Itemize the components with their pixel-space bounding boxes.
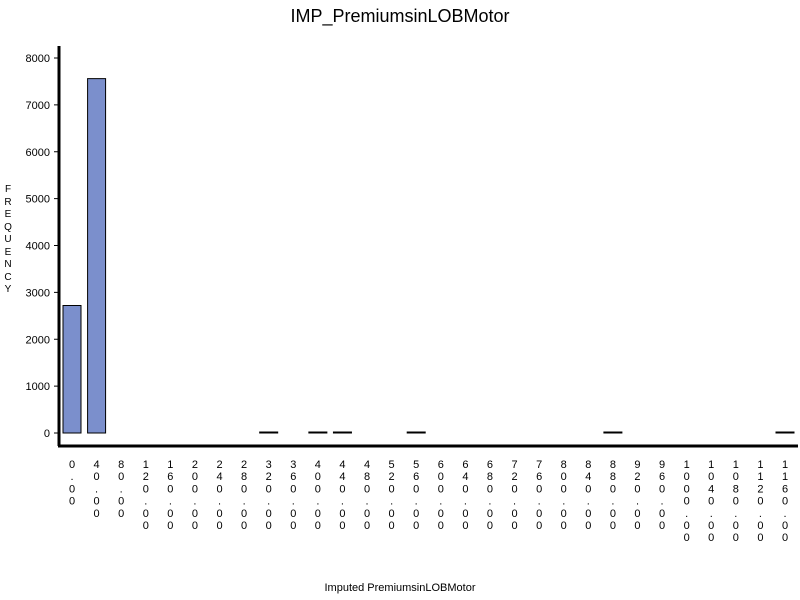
bar bbox=[406, 431, 426, 434]
y-tick-label: 8000 bbox=[26, 53, 50, 65]
y-tick-label: 4000 bbox=[26, 241, 50, 253]
chart-title: IMP_PremiumsinLOBMotor bbox=[290, 6, 510, 26]
y-axis-label: FREQUENCY bbox=[4, 184, 12, 295]
y-tick-label: 7000 bbox=[26, 100, 50, 112]
y-tick-label: 1000 bbox=[26, 381, 50, 393]
bar bbox=[603, 431, 623, 434]
bars bbox=[62, 78, 795, 434]
x-axis-label: Imputed PremiumsinLOBMotor bbox=[324, 582, 476, 594]
bar bbox=[87, 78, 107, 434]
bar bbox=[259, 431, 279, 434]
y-tick-label: 2000 bbox=[26, 334, 50, 346]
bar bbox=[775, 431, 795, 434]
y-tick-label: 6000 bbox=[26, 147, 50, 159]
x-axis: 0. 0 0 4 0. 0 0 8 0. 0 0 1 2 0. 0 0 1 6 0. 0 0 2 0 0. 0 0 2 4 0. 0 0 2 8… bbox=[58, 444, 798, 544]
bar bbox=[62, 305, 82, 434]
bar bbox=[308, 431, 328, 434]
y-axis: 0 1000 2000 3000 4000 5000 6000 7000 8000 bbox=[26, 46, 61, 446]
y-tick-label: 3000 bbox=[26, 287, 50, 299]
y-tick-label: 5000 bbox=[26, 194, 50, 206]
y-tick-label: 0 bbox=[44, 428, 50, 440]
bar bbox=[332, 431, 352, 434]
